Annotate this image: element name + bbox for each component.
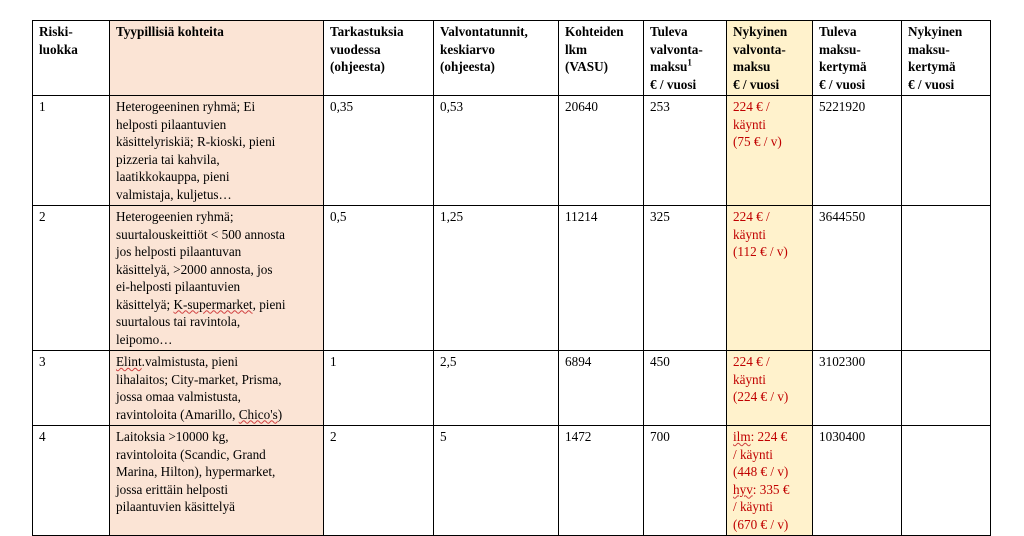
header-supervision-hours: Valvontatunnit, keskiarvo (ohjeesta) — [433, 20, 559, 96]
cell-future-fee: 325 — [643, 205, 727, 351]
cell-future-fee: 450 — [643, 350, 727, 426]
cell-current-accrual — [901, 95, 991, 206]
cell-hours: 2,5 — [433, 350, 559, 426]
cell-current-fee: 224 € / käynti (75 € / v) — [726, 95, 813, 206]
cell-future-accrual: 1030400 — [812, 425, 902, 536]
cell-inspections: 0,5 — [323, 205, 434, 351]
cell-inspections: 2 — [323, 425, 434, 536]
cell-current-accrual — [901, 425, 991, 536]
cell-current-accrual — [901, 350, 991, 426]
header-row: Riski- luokka Tyypillisiä kohteita Tarka… — [32, 20, 991, 96]
header-risk-class: Riski- luokka — [32, 20, 110, 96]
cell-typical-targets: Heterogeeninen ryhmä; Ei helposti pilaan… — [109, 95, 324, 206]
cell-future-fee: 253 — [643, 95, 727, 206]
cell-risk-class: 2 — [32, 205, 110, 351]
cell-current-fee: ilm: 224 € / käynti (448 € / v) hyv: 335… — [726, 425, 813, 536]
cell-typical-targets: Heterogeenien ryhmä; suurtalouskeittiöt … — [109, 205, 324, 351]
cell-future-accrual: 3102300 — [812, 350, 902, 426]
cell-count: 11214 — [558, 205, 644, 351]
cell-hours: 0,53 — [433, 95, 559, 206]
table-row: 2 Heterogeenien ryhmä; suurtalouskeittiö… — [32, 205, 991, 351]
cell-inspections: 0,35 — [323, 95, 434, 206]
cell-inspections: 1 — [323, 350, 434, 426]
header-current-accrual: Nykyinen maksu- kertymä € / vuosi — [901, 20, 991, 96]
risk-class-fee-table: Riski- luokka Tyypillisiä kohteita Tarka… — [32, 20, 991, 536]
cell-hours: 1,25 — [433, 205, 559, 351]
cell-risk-class: 1 — [32, 95, 110, 206]
cell-typical-targets: Laitoksia >10000 kg, ravintoloita (Scand… — [109, 425, 324, 536]
cell-current-fee: 224 € / käynti (224 € / v) — [726, 350, 813, 426]
cell-risk-class: 4 — [32, 425, 110, 536]
cell-current-fee: 224 € / käynti (112 € / v) — [726, 205, 813, 351]
cell-count: 1472 — [558, 425, 644, 536]
table-row: 4 Laitoksia >10000 kg, ravintoloita (Sca… — [32, 425, 991, 536]
cell-hours: 5 — [433, 425, 559, 536]
header-target-count: Kohteiden lkm (VASU) — [558, 20, 644, 96]
header-inspections-per-year: Tarkastuksia vuodessa (ohjeesta) — [323, 20, 434, 96]
header-future-fee: Tuleva valvonta- maksu1 € / vuosi — [643, 20, 727, 96]
cell-risk-class: 3 — [32, 350, 110, 426]
cell-future-accrual: 5221920 — [812, 95, 902, 206]
cell-future-accrual: 3644550 — [812, 205, 902, 351]
cell-current-accrual — [901, 205, 991, 351]
cell-count: 20640 — [558, 95, 644, 206]
cell-future-fee: 700 — [643, 425, 727, 536]
cell-count: 6894 — [558, 350, 644, 426]
header-typical-targets: Tyypillisiä kohteita — [109, 20, 324, 96]
table-row: 1 Heterogeeninen ryhmä; Ei helposti pila… — [32, 95, 991, 206]
table-row: 3 Elint.valmistusta, pieni lihalaitos; C… — [32, 350, 991, 426]
cell-typical-targets: Elint.valmistusta, pieni lihalaitos; Cit… — [109, 350, 324, 426]
header-current-fee: Nykyinen valvonta- maksu € / vuosi — [726, 20, 813, 96]
footnote-marker: 1 — [687, 57, 692, 68]
header-future-accrual: Tuleva maksu- kertymä € / vuosi — [812, 20, 902, 96]
